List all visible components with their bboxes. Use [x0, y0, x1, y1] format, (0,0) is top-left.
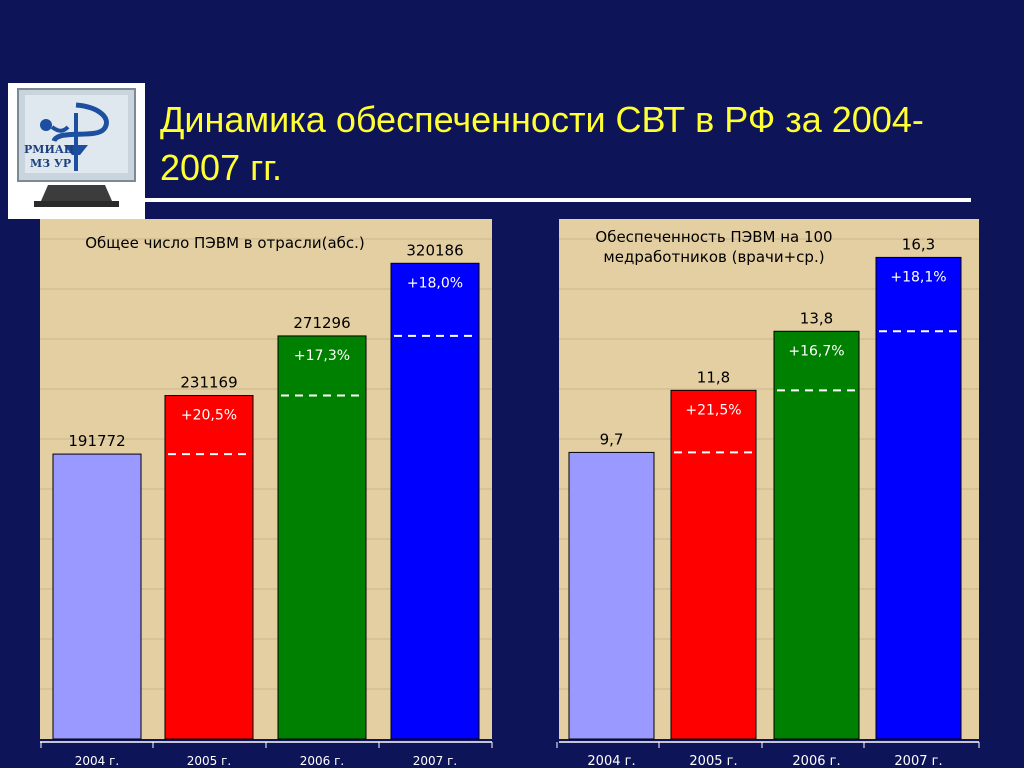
value-label: 11,8 [697, 368, 730, 386]
category-label: 2004 г. [587, 754, 635, 768]
bar-0 [568, 451, 655, 740]
bar-2 [773, 330, 860, 740]
chart-title: Обеспеченность ПЭВМ на 100 медработников… [595, 228, 833, 266]
growth-label: +21,5% [685, 402, 741, 418]
logo: РМИАЦ МЗ УР [8, 83, 145, 219]
growth-label: +17,3% [294, 348, 350, 364]
chart-total-pc-svg: 191772 2004 г. 231169 +20,5% 2005 г. 271296 +1… [40, 219, 493, 768]
svg-text:МЗ УР: МЗ УР [30, 157, 71, 170]
category-label: 2007 г. [894, 754, 942, 768]
category-label: 2005 г. [187, 754, 231, 768]
bar-3 [875, 256, 962, 740]
chart-pc-per-100: 9,7 2004 г. 11,8 +21,5% 2005 г. 13,8 +16,7% 200… [547, 219, 980, 768]
value-label: 191772 [68, 432, 125, 450]
category-label: 2006 г. [792, 754, 840, 768]
bar-0 [52, 453, 142, 740]
growth-label: +20,5% [181, 408, 237, 424]
category-label: 2006 г. [300, 754, 344, 768]
bar-1 [164, 395, 254, 740]
category-label: 2004 г. [75, 754, 119, 768]
value-label: 13,8 [800, 309, 833, 327]
growth-label: +16,7% [788, 343, 844, 359]
value-label: 9,7 [600, 430, 624, 448]
title-divider [145, 198, 971, 202]
chart-total-pc: 191772 2004 г. 231169 +20,5% 2005 г. 271296 +1… [30, 219, 508, 768]
growth-label: +18,1% [890, 269, 946, 285]
svg-text:РМИАЦ: РМИАЦ [24, 143, 75, 156]
value-label: 16,3 [902, 235, 935, 253]
value-label: 271296 [293, 314, 350, 332]
growth-label: +18,0% [407, 275, 463, 291]
bar-3 [390, 262, 480, 740]
category-label: 2005 г. [689, 754, 737, 768]
value-label: 320186 [406, 241, 463, 259]
category-label: 2007 г. [413, 754, 457, 768]
page-title: Динамика обеспеченности СВТ в РФ за 2004… [160, 99, 924, 188]
value-label: 231169 [180, 374, 237, 392]
caduceus-monitor-icon: РМИАЦ МЗ УР [17, 88, 136, 207]
chart-title: Общее число ПЭВМ в отрасли(абс.) [85, 234, 365, 252]
bar-1 [670, 389, 757, 740]
chart-pc-per-100-svg: 9,7 2004 г. 11,8 +21,5% 2005 г. 13,8 +16,7% 200… [556, 219, 980, 768]
bar-2 [277, 335, 367, 740]
